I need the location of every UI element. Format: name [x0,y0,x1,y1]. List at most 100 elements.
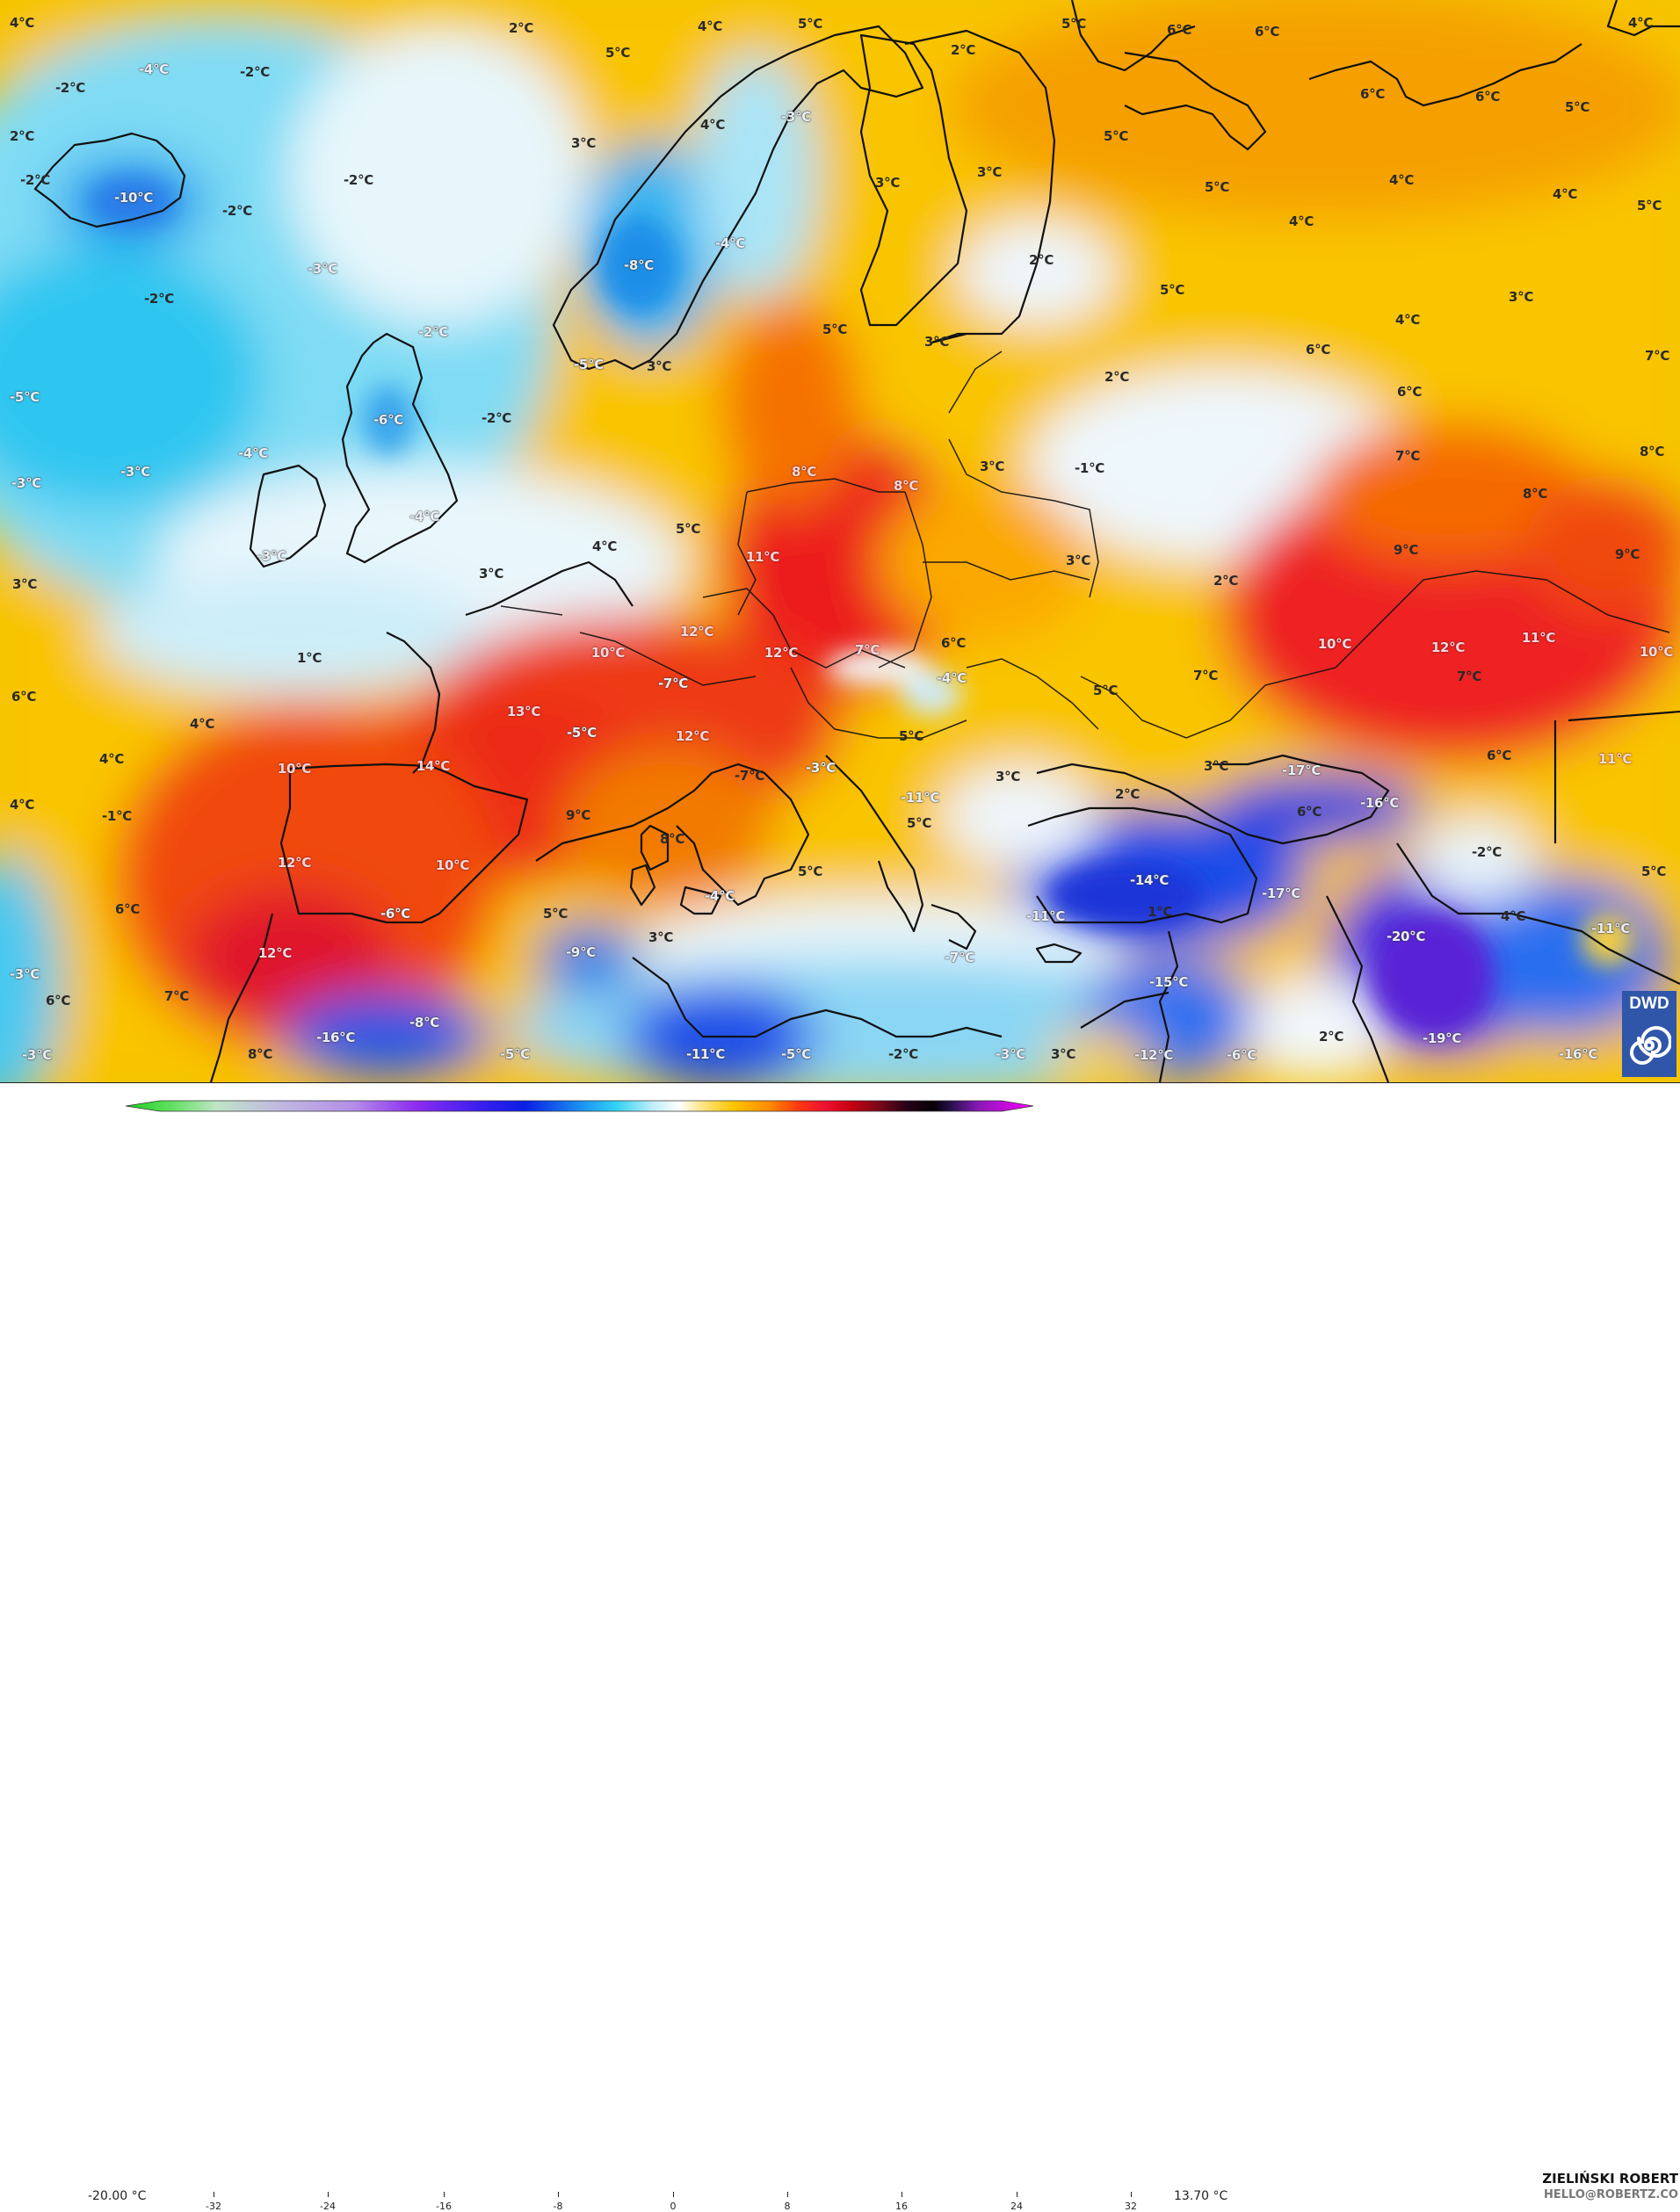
temperature-label: 3°C [1508,289,1534,305]
temperature-label: 6°C [1296,804,1322,820]
temperature-label: 2°C [950,42,976,58]
temperature-label: 8°C [659,831,685,847]
temperature-label: -2°C [482,410,511,426]
temperature-label: 12°C [679,624,714,640]
temperature-label: -2°C [344,172,373,188]
temperature-label: 2°C [508,20,534,36]
temperature-label: 3°C [976,164,1003,180]
tick-label: -24 [320,2201,336,2212]
temperature-label: -3°C [257,548,286,564]
temperature-label: 5°C [1159,282,1185,298]
temperature-label: 8°C [1639,444,1665,459]
temperature-label: 6°C [11,689,37,705]
temperature-label: -4°C [409,509,439,524]
temperature-label: -7°C [945,950,974,965]
temperature-label: -7°C [658,676,688,691]
temperature-label: -6°C [380,906,410,922]
temperature-label: 6°C [1396,384,1423,400]
tick-label: -32 [206,2201,221,2212]
temperature-label: 10°C [1317,636,1352,652]
temperature-label: 4°C [1394,312,1421,328]
temperature-label: 11°C [745,549,780,565]
temperature-label: 12°C [277,855,312,871]
author-credit: ZIELIŃSKI ROBERT HELLO@ROBERTZ.CO [1542,2171,1678,2201]
tick-label: 8 [784,2201,791,2212]
temperature-label: -1°C [1075,460,1104,476]
author-email: HELLO@ROBERTZ.CO [1543,2188,1678,2201]
temperature-label: 5°C [1204,179,1230,195]
temperature-label: -2°C [20,172,50,188]
temperature-label: -1°C [102,808,132,824]
temperature-label: -15°C [1148,974,1189,990]
temperature-label: 6°C [940,635,967,651]
temperature-label: 4°C [98,751,125,767]
temperature-label: 3°C [11,576,38,592]
temperature-label: 2°C [1318,1029,1344,1045]
colorbar-min-label: -20.00 °C [88,2189,147,2203]
temperature-label: 13°C [506,704,541,719]
temperature-label: 4°C [1627,15,1654,31]
temperature-label: 8°C [893,478,919,494]
temperature-label: 5°C [1636,198,1662,213]
temperature-label: -8°C [624,257,654,273]
temperature-label: 5°C [797,864,823,879]
temperature-label: 4°C [1388,172,1415,188]
temperature-label: 5°C [605,45,631,61]
temperature-label: 4°C [697,18,723,34]
temperature-label: -19°C [1422,1030,1462,1046]
colorbar-max-label: 13.70 °C [1174,2189,1228,2203]
temperature-label: 2°C [9,128,35,144]
temperature-label: 3°C [995,769,1021,784]
temperature-label: -11°C [1025,908,1066,924]
temperature-label: -11°C [685,1046,726,1062]
temperature-label: 5°C [906,815,932,831]
temperature-label: -6°C [373,412,403,428]
temperature-label: 4°C [9,15,35,31]
temperature-label: 4°C [1552,186,1578,202]
tick-mark [558,2192,559,2197]
temperature-label: -11°C [1590,921,1631,936]
temperature-label: -6°C [1227,1047,1256,1063]
tick-mark [1131,2192,1132,2197]
temperature-label: 6°C [1486,748,1512,763]
temperature-label: 5°C [1061,16,1087,32]
temperature-label: 6°C [1474,89,1501,105]
tick-label: -8 [553,2201,563,2212]
temperature-label: 8°C [791,464,817,480]
temperature-label: -4°C [715,235,745,251]
temperature-label: -3°C [22,1047,52,1063]
tick-mark [673,2192,674,2197]
temperature-label: -5°C [567,725,597,741]
temperature-label: -16°C [315,1030,356,1045]
temperature-label: -5°C [574,357,604,372]
temperature-label: 5°C [1564,99,1590,115]
temperature-label: 7°C [1644,348,1670,364]
temperature-label: -3°C [10,966,40,982]
temperature-label: 3°C [979,459,1005,474]
tick-label: 0 [670,2201,677,2212]
temperature-label: 10°C [277,761,312,777]
temperature-label: 5°C [1092,683,1119,698]
temperature-label: 3°C [478,566,504,582]
temperature-label: 12°C [257,945,293,961]
temperature-label: -3°C [806,760,836,776]
temperature-label: -11°C [900,790,940,806]
tick-label: -16 [436,2201,452,2212]
temperature-label: -16°C [1558,1046,1598,1062]
temperature-label: 7°C [1394,448,1421,464]
temperature-label: -3°C [11,475,41,491]
temperature-label: -2°C [240,64,270,80]
temperature-label: 6°C [1166,22,1192,38]
temperature-label: 10°C [590,645,626,661]
temperature-label: 4°C [1500,908,1526,924]
temperature-label: 2°C [1114,786,1141,802]
temperature-label: 5°C [675,521,701,537]
temperature-label: 8°C [247,1046,273,1062]
temperature-label: 5°C [1640,864,1667,879]
temperature-field [0,0,1680,1082]
temperature-label: 6°C [45,993,71,1008]
temperature-label: 5°C [822,322,848,337]
temperature-label: -3°C [120,464,150,480]
temperature-label: -2°C [1472,844,1502,860]
dwd-logo-text: DWD [1629,994,1669,1013]
